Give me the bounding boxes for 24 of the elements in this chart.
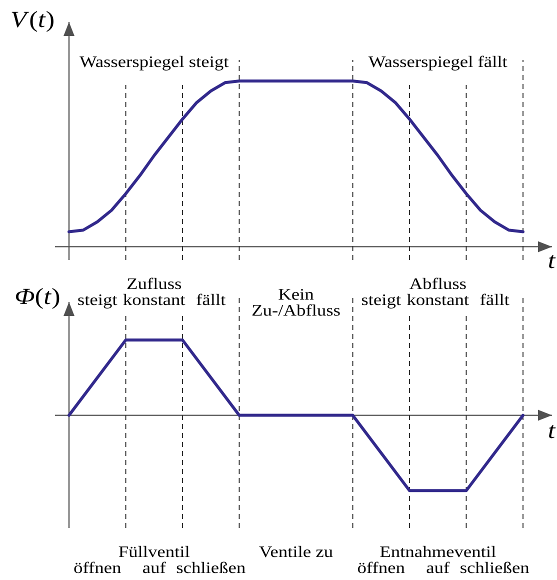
text: Wasserspiegel fällt [368, 56, 508, 70]
text: fällt [480, 294, 510, 306]
text: Kein Zu-/Abfluss [252, 288, 340, 316]
text: Abfluss [409, 278, 466, 290]
text: auf [143, 562, 166, 574]
text: öffnen [74, 562, 121, 574]
y-axis-title: V(t) [12, 11, 54, 32]
text: schließen [176, 562, 246, 574]
text: öffnen [358, 562, 405, 574]
text: schließen [460, 562, 530, 574]
text: Entnahmeventil [380, 546, 496, 558]
text: Zufluss [127, 278, 182, 290]
x-axis-title: t [548, 425, 556, 438]
text: steigt [78, 294, 118, 308]
text: steigt [362, 294, 401, 308]
text: Füllventil [118, 546, 190, 558]
y-axis-title: Φ(t) [16, 288, 60, 309]
text: Ventile zu [259, 546, 333, 558]
text: auf [426, 562, 450, 574]
x-axis-title: t [548, 255, 556, 268]
text: konstant [123, 294, 186, 306]
text: konstant [407, 294, 469, 306]
text: Wasserspiegel steigt [80, 56, 229, 70]
text: fällt [196, 294, 226, 306]
